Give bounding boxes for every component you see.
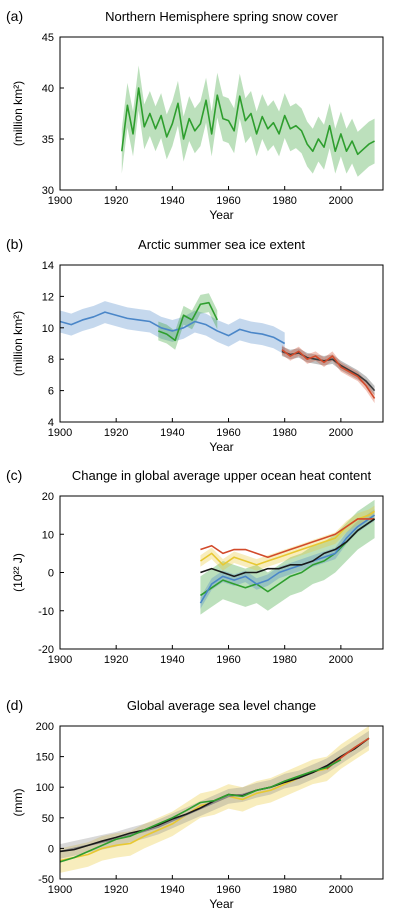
panel-label: (b) <box>6 236 23 252</box>
y-tick-label: 30 <box>42 185 54 197</box>
series-2-uncertainty-band <box>281 346 375 396</box>
x-tick-label: 1900 <box>48 427 72 439</box>
panel-d: (d) Global average sea level change 1900 19… <box>6 697 384 911</box>
y-tick-label: 45 <box>42 32 54 44</box>
series-2-uncertainty-band <box>200 505 375 571</box>
panel-label: (d) <box>6 697 23 713</box>
series-4-line <box>59 758 342 863</box>
x-tick-label: 1980 <box>272 195 296 207</box>
y-tick-label: 10 <box>42 323 54 335</box>
x-tick-label: 2000 <box>329 884 353 896</box>
y-axis-label: (mm) <box>11 789 25 817</box>
y-tick-label: 10 <box>42 529 54 541</box>
y-tick-label: 100 <box>36 782 54 794</box>
x-tick-label: 1920 <box>104 884 128 896</box>
y-tick-label: -10 <box>38 606 54 618</box>
y-axis-label: (million km²) <box>11 81 25 146</box>
y-tick-label: 150 <box>36 752 54 764</box>
series-3-uncertainty-band <box>281 345 375 404</box>
x-tick-label: 2000 <box>329 654 353 666</box>
y-axis-label: (10²² J) <box>11 553 25 592</box>
series-1-line <box>199 514 376 604</box>
x-tick-label: 1960 <box>216 884 240 896</box>
series-1-uncertainty-band <box>60 730 369 859</box>
y-tick-label: 4 <box>48 417 54 429</box>
x-tick-label: 1920 <box>104 427 128 439</box>
x-tick-label: 1980 <box>272 654 296 666</box>
x-tick-label: 1940 <box>160 654 184 666</box>
series-0-uncertainty-band <box>121 65 375 177</box>
chart-title: Arctic summer sea ice extent <box>138 237 305 252</box>
x-tick-label: 1920 <box>104 654 128 666</box>
y-tick-label: 35 <box>42 134 54 146</box>
x-tick-label: 1980 <box>272 884 296 896</box>
series-4-line <box>200 518 376 578</box>
plot-frame <box>59 36 384 191</box>
y-tick-label: -50 <box>38 874 54 886</box>
y-tick-label: 14 <box>42 260 54 272</box>
x-tick-label: 1900 <box>48 654 72 666</box>
y-axis-label: (million km²) <box>11 311 25 376</box>
x-tick-label: 1960 <box>216 427 240 439</box>
y-tick-label: 6 <box>48 386 54 398</box>
panel-label: (a) <box>6 8 23 24</box>
y-tick-label: 40 <box>42 83 54 95</box>
panel-a: (a) Northern Hemisphere spring snow cover… <box>6 8 384 222</box>
series-0-line <box>59 311 286 345</box>
x-axis-label: Year <box>209 208 233 222</box>
y-tick-label: 20 <box>42 491 54 503</box>
series-0-uncertainty-band <box>200 499 375 615</box>
x-tick-label: 1980 <box>272 427 296 439</box>
y-tick-label: 0 <box>48 568 54 580</box>
series-0-uncertainty-band <box>60 726 369 873</box>
plot-frame <box>59 264 384 423</box>
chart-title: Northern Hemisphere spring snow cover <box>105 9 338 24</box>
series-0-line <box>120 87 375 156</box>
x-tick-label: 1940 <box>160 884 184 896</box>
series-1-line <box>158 301 219 342</box>
y-tick-label: 12 <box>42 291 54 303</box>
series-3-line <box>200 518 375 559</box>
x-tick-label: 1940 <box>160 195 184 207</box>
chart-title: Change in global average upper ocean hea… <box>72 468 372 483</box>
x-axis-label: Year <box>209 440 233 454</box>
y-tick-label: 0 <box>48 843 54 855</box>
x-tick-label: 2000 <box>329 195 353 207</box>
y-tick-label: -20 <box>38 644 54 656</box>
series-3-line <box>281 349 376 399</box>
panel-label: (c) <box>6 467 22 483</box>
y-tick-label: 8 <box>48 354 54 366</box>
y-tick-label: 50 <box>42 813 54 825</box>
x-tick-label: 2000 <box>329 427 353 439</box>
chart-title: Global average sea level change <box>127 698 316 713</box>
x-tick-label: 1960 <box>216 654 240 666</box>
x-tick-label: 1900 <box>48 195 72 207</box>
panel-c: (c) Change in global average upper ocean … <box>6 467 384 666</box>
x-tick-label: 1920 <box>104 195 128 207</box>
y-tick-label: 200 <box>36 721 54 733</box>
plot-frame <box>59 725 384 880</box>
x-tick-label: 1960 <box>216 195 240 207</box>
panel-b: (b) Arctic summer sea ice extent 1900 1920 1… <box>6 236 384 454</box>
x-axis-label: Year <box>209 897 233 911</box>
x-tick-label: 1900 <box>48 884 72 896</box>
series-1-uncertainty-band <box>158 293 218 350</box>
x-tick-label: 1940 <box>160 427 184 439</box>
